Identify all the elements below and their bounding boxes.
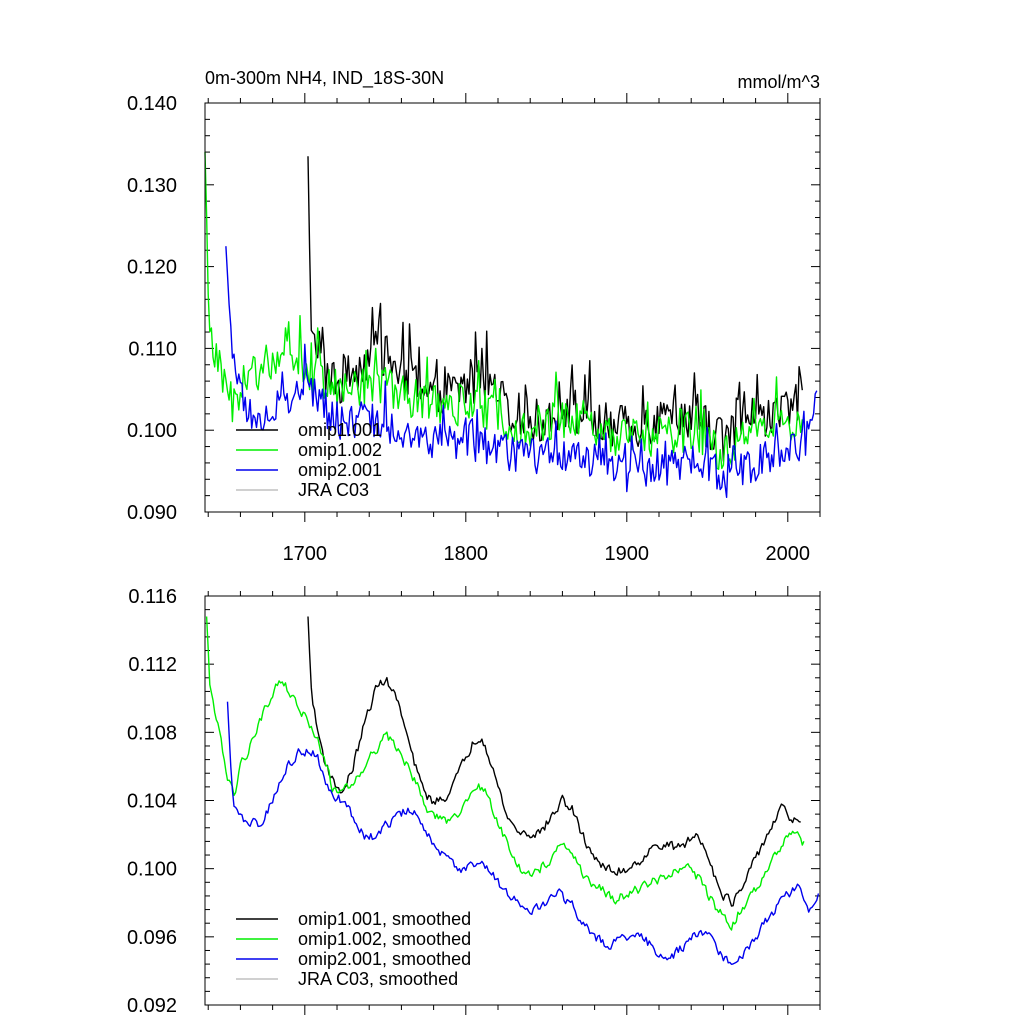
y-tick-label: 0.090 [127,502,177,524]
series-line-2 [204,152,803,470]
bottom-panel-ticks: 0.092 0.096 0.100 0.104 0.108 0.112 0.116 [127,586,821,1017]
y-tick-label: 0.110 [128,338,177,360]
y-tick-label: 0.140 [127,93,177,115]
bottom-panel-frame [204,595,821,1006]
bottom-panel-series [205,616,820,965]
y-tick-label: 0.108 [127,722,177,744]
series-line-3 [225,246,818,498]
y-tick-label: 0.100 [127,859,177,881]
x-tick-label: 1900 [605,543,650,565]
series-line-2 [205,616,805,931]
series-line-1 [307,616,801,907]
y-tick-label: 0.112 [128,654,177,676]
x-tick-label: 1700 [283,543,328,565]
y-tick-label: 0.092 [127,995,177,1017]
series-line-3 [226,701,820,965]
chart-title: 0m-300m NH4, IND_18S-30N [205,68,444,89]
legend-label: omip1.001 [298,420,382,440]
units-label: mmol/m^3 [738,72,820,92]
y-tick-label: 0.116 [128,586,177,608]
legend-label: omip2.001 [298,460,382,480]
legend-label: omip1.002, smoothed [298,929,471,949]
x-tick-label: 2000 [766,543,811,565]
x-tick-label: 1800 [444,543,489,565]
y-tick-label: 0.130 [127,175,177,197]
y-tick-label: 0.100 [127,420,177,442]
top-panel: 0m-300m NH4, IND_18S-30N mmol/m^3 0.0900… [127,68,821,565]
y-tick-label: 0.104 [127,791,177,813]
legend-label: omip2.001, smoothed [298,949,471,969]
legend-label: omip1.002 [298,440,382,460]
top-panel-frame [204,102,821,513]
y-tick-label: 0.096 [127,927,177,949]
top-panel-ticks: 0.090 0.100 0.110 0.120 0.130 0.140 1700 1800 19… [127,93,821,565]
legend-label: JRA C03 [298,480,369,500]
legend-label: JRA C03, smoothed [298,969,458,989]
bottom-panel: 0.092 0.096 0.100 0.104 0.108 0.112 0.116 omip… [127,586,821,1017]
y-tick-label: 0.120 [127,257,177,279]
top-panel-series [204,152,818,498]
legend-label: omip1.001, smoothed [298,909,471,929]
series-line-1 [307,156,803,462]
